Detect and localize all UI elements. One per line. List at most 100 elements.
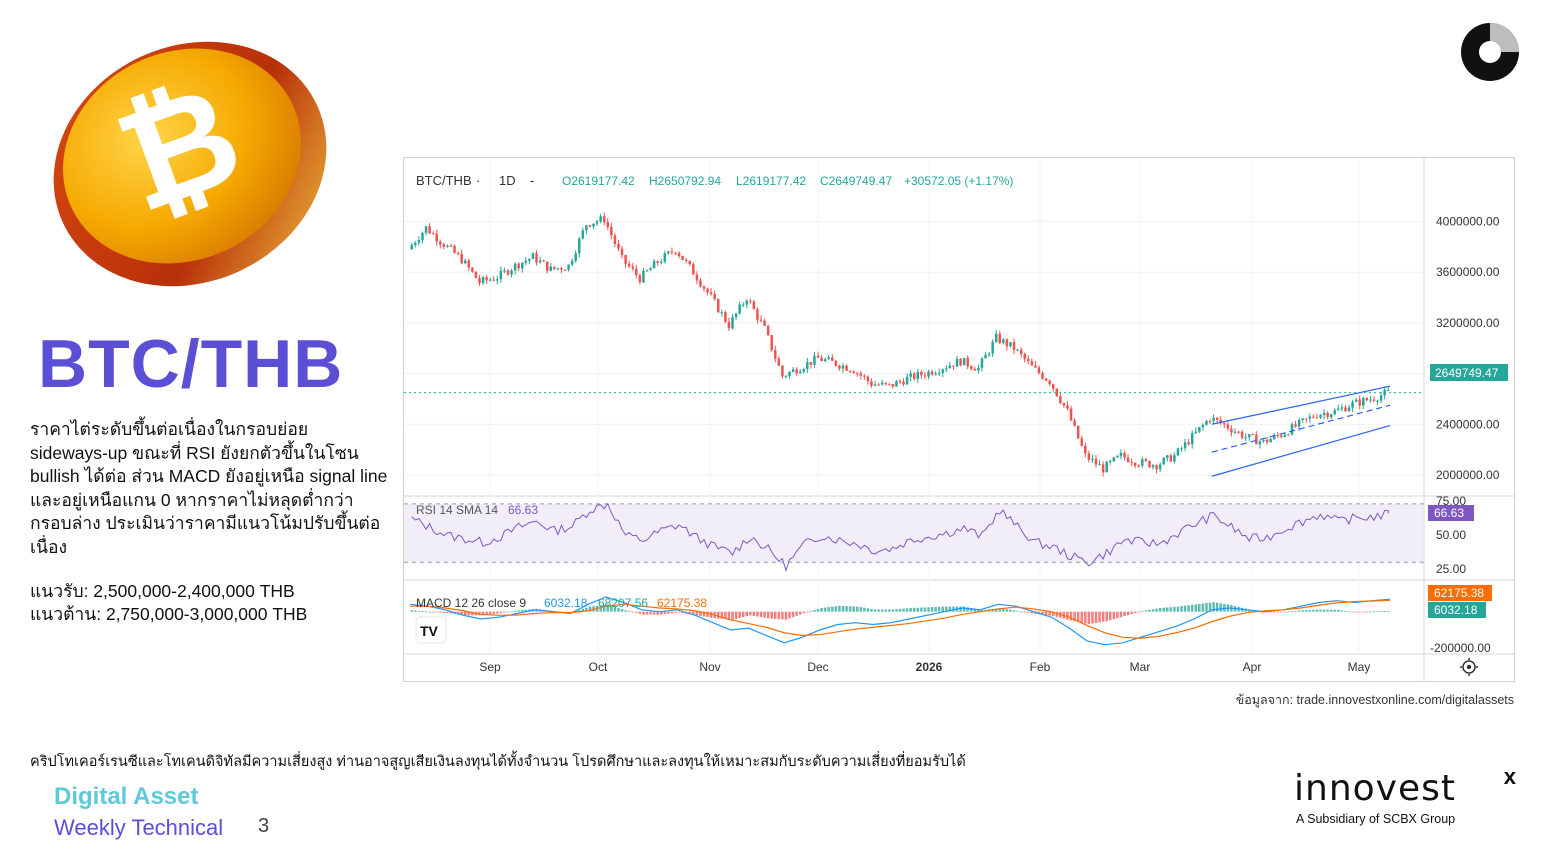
macd-histogram-bar — [895, 609, 898, 612]
macd-histogram-bar — [1098, 611, 1101, 623]
time-tick-label: Nov — [699, 660, 720, 674]
macd-histogram-bar — [948, 606, 952, 612]
candle-body — [478, 278, 481, 284]
legend-high: H2650792.94 — [649, 174, 721, 188]
macd-histogram-bar — [1162, 607, 1165, 612]
macd-histogram-bar — [1041, 611, 1044, 615]
candle-body — [1258, 441, 1262, 445]
macd-histogram-bar — [923, 607, 927, 612]
candle-body — [1301, 418, 1304, 420]
price-tick-label: 3600000.00 — [1436, 265, 1500, 279]
settings-gear-icon[interactable] — [1460, 658, 1478, 676]
macd-histogram-bar — [613, 606, 617, 612]
candle-body — [485, 277, 488, 281]
candle-body — [421, 232, 424, 241]
candle-body — [1030, 361, 1034, 366]
candle-body — [1212, 417, 1215, 422]
candle-body — [1194, 431, 1198, 434]
macd-histogram-bar — [1215, 602, 1219, 612]
macd-histogram-bar — [1190, 604, 1194, 612]
macd-histogram-bar — [777, 611, 781, 620]
candle-body — [606, 222, 610, 227]
candle-body — [1312, 416, 1315, 418]
candle-body — [1005, 339, 1009, 347]
candle-body — [545, 261, 549, 271]
macd-histogram-bar — [806, 611, 809, 613]
macd-histogram-bar — [934, 606, 937, 612]
candle-body — [631, 266, 634, 269]
candle-body — [481, 277, 485, 284]
candle-body — [1219, 419, 1222, 424]
macd-histogram-bar — [1194, 604, 1198, 612]
macd-histogram-bar — [627, 611, 631, 612]
candle-body — [838, 365, 841, 369]
price-chart[interactable]: 4000000.003600000.003200000.002800000.00… — [403, 157, 1515, 682]
macd-histogram-bar — [1087, 611, 1091, 625]
macd-histogram-bar — [763, 611, 766, 618]
candle-body — [984, 354, 987, 359]
candle-body — [542, 260, 545, 262]
macd-histogram-bar — [741, 611, 745, 618]
candle-body — [1226, 424, 1230, 429]
logo-subtitle: A Subsidiary of SCBX Group — [1296, 812, 1456, 826]
candle-body — [1386, 389, 1390, 391]
candle-body — [581, 230, 585, 239]
candle-body — [1084, 445, 1087, 454]
time-tick-label: Mar — [1130, 660, 1151, 674]
candle-body — [1340, 407, 1344, 409]
macd-histogram-bar — [731, 611, 734, 620]
macd-histogram-bar — [1290, 611, 1294, 612]
candle-body — [414, 242, 417, 246]
time-tick-label: Sep — [479, 660, 501, 674]
candle-body — [1329, 414, 1333, 417]
candle-body — [859, 373, 863, 376]
macd-histogram-bar — [659, 611, 663, 615]
macd-histogram-bar — [962, 606, 966, 612]
candle-body — [770, 335, 773, 351]
candle-body — [617, 243, 620, 249]
tradingview-icon[interactable]: TV — [415, 616, 447, 644]
chart-canvas[interactable]: 4000000.003600000.003200000.002800000.00… — [404, 158, 1514, 681]
candle-body — [866, 376, 870, 382]
macd-histogram-bar — [1176, 606, 1180, 612]
candle-body — [1215, 417, 1219, 420]
macd-histogram-bar — [1005, 609, 1009, 612]
candle-body — [1344, 407, 1347, 412]
candle-body — [1208, 421, 1212, 423]
support-level: แนวรับ: 2,500,000-2,400,000 THB — [30, 581, 295, 601]
macd-histogram-bar — [706, 611, 709, 618]
candle-body — [1372, 399, 1376, 401]
candle-body — [877, 384, 880, 386]
candle-body — [538, 260, 542, 263]
candle-body — [873, 384, 877, 386]
macd-histogram-bar — [973, 608, 977, 612]
candle-body — [1009, 342, 1012, 347]
macd-histogram-bar — [880, 609, 884, 612]
resistance-level: แนวต้าน: 2,750,000-3,000,000 THB — [30, 604, 308, 624]
macd-histogram-bar — [884, 609, 887, 612]
candle-body — [553, 266, 556, 269]
macd-histogram-bar — [784, 611, 788, 620]
macd-histogram-bar — [1315, 609, 1319, 612]
candle-body — [1262, 439, 1265, 442]
macd-histogram-bar — [1109, 611, 1112, 621]
macd-histogram-bar — [656, 611, 659, 615]
macd-histogram-bar — [930, 607, 934, 612]
macd-teal-tag-label: 6032.18 — [1434, 603, 1478, 617]
candle-body — [1059, 396, 1062, 403]
candle-body — [595, 221, 599, 224]
candle-body — [798, 371, 802, 374]
legend-low: L2619177.42 — [736, 174, 806, 188]
candle-body — [567, 264, 570, 270]
macd-histogram-bar — [1376, 611, 1379, 613]
candle-body — [888, 383, 891, 385]
macd-histogram-bar — [809, 611, 813, 612]
macd-histogram-bar — [439, 611, 442, 613]
candle-body — [1362, 398, 1365, 406]
macd-histogram-bar — [1301, 610, 1304, 612]
candle-body — [471, 267, 474, 272]
macd-histogram-bar — [428, 611, 431, 613]
candle-body — [820, 357, 823, 362]
macd-histogram-bar — [635, 611, 638, 613]
macd-histogram-bar — [1272, 611, 1276, 613]
